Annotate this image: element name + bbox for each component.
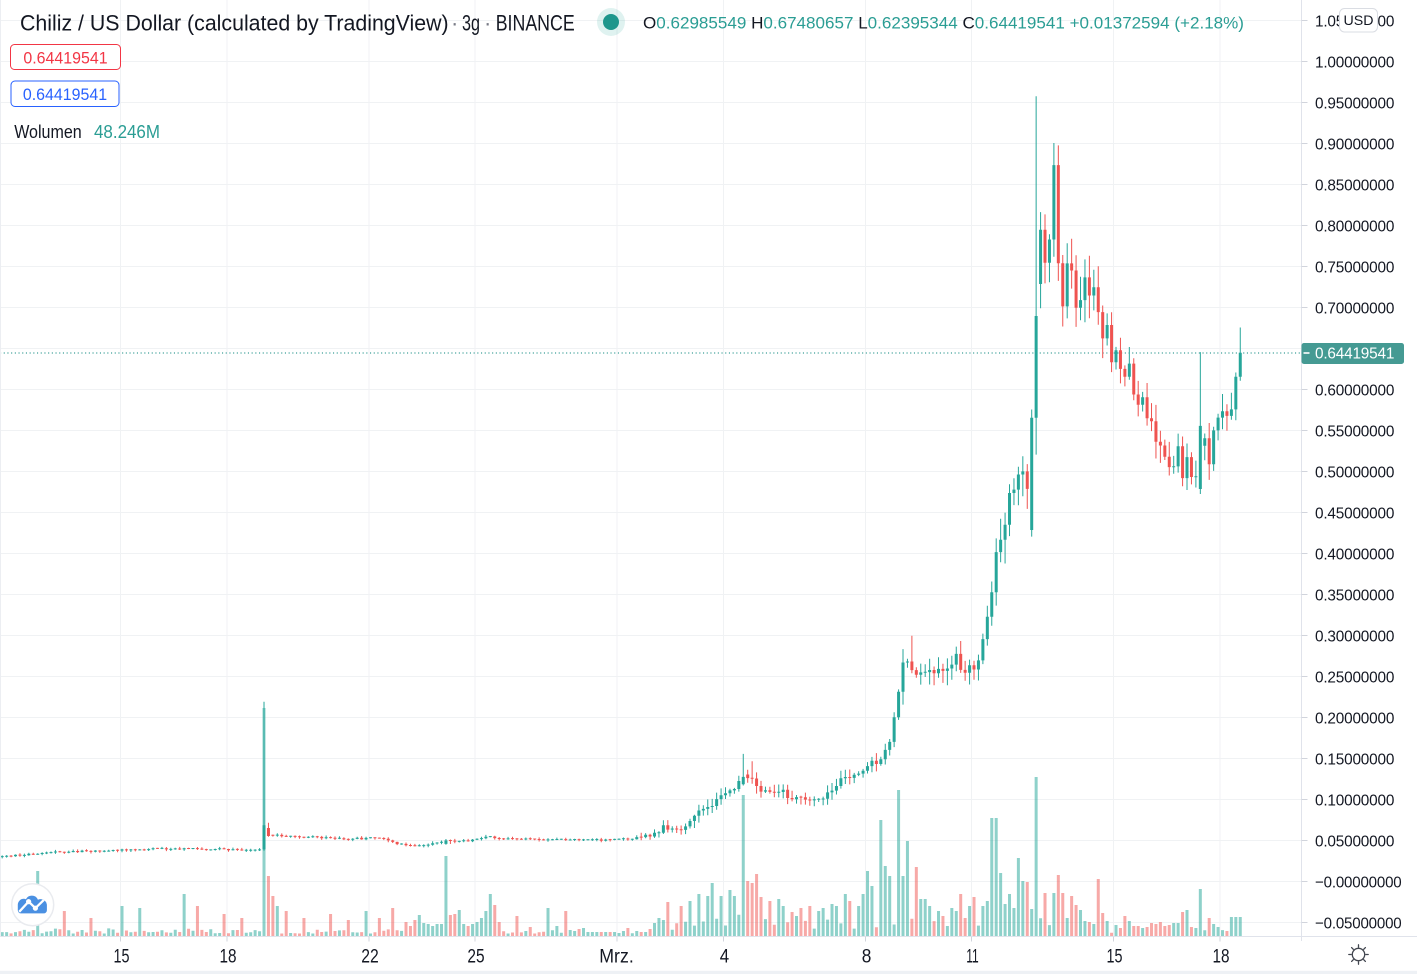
svg-text:·: · [451, 11, 458, 36]
svg-text:0.50000000: 0.50000000 [1315, 464, 1394, 481]
svg-text:48.246M: 48.246M [94, 122, 160, 142]
svg-text:Chiliz / US Dollar (calculated: Chiliz / US Dollar (calculated by Tradin… [20, 11, 449, 36]
svg-text:0.85000000: 0.85000000 [1315, 177, 1394, 194]
svg-text:22: 22 [361, 947, 379, 968]
svg-text:0.15000000: 0.15000000 [1315, 751, 1394, 768]
svg-text:BINANCE: BINANCE [496, 11, 575, 36]
svg-text:0.75000000: 0.75000000 [1315, 259, 1394, 276]
svg-text:3g: 3g [462, 11, 480, 36]
svg-text:0.10000000: 0.10000000 [1315, 792, 1394, 809]
svg-text:0.64419541: 0.64419541 [23, 48, 107, 67]
svg-text:0.90000000: 0.90000000 [1315, 136, 1394, 153]
svg-text:0.05000000: 0.05000000 [1315, 833, 1394, 850]
svg-text:15: 15 [1107, 947, 1123, 968]
svg-text:0.55000000: 0.55000000 [1315, 423, 1394, 440]
svg-text:0.35000000: 0.35000000 [1315, 587, 1394, 604]
svg-text:18: 18 [220, 947, 237, 968]
svg-text:15: 15 [114, 947, 130, 968]
svg-text:0.60000000: 0.60000000 [1315, 382, 1394, 399]
svg-text:0.25000000: 0.25000000 [1315, 669, 1394, 686]
svg-text:0.80000000: 0.80000000 [1315, 218, 1394, 235]
svg-text:−0.00000000: −0.00000000 [1315, 874, 1402, 891]
svg-text:25: 25 [467, 947, 484, 968]
svg-text:18: 18 [1213, 947, 1230, 968]
svg-text:1.00000000: 1.00000000 [1315, 54, 1394, 71]
svg-text:11: 11 [966, 947, 979, 968]
svg-text:0.95000000: 0.95000000 [1315, 95, 1394, 112]
svg-text:0.30000000: 0.30000000 [1315, 628, 1394, 645]
svg-text:0.45000000: 0.45000000 [1315, 505, 1394, 522]
svg-text:0.64419541: 0.64419541 [23, 85, 107, 104]
svg-text:0.70000000: 0.70000000 [1315, 300, 1394, 317]
svg-text:O0.62985549 H0.67480657 L0.623: O0.62985549 H0.67480657 L0.62395344 C0.6… [643, 14, 1244, 33]
svg-text:0.40000000: 0.40000000 [1315, 546, 1394, 563]
svg-text:Wolumen: Wolumen [14, 122, 82, 142]
svg-text:Mrz.: Mrz. [599, 947, 634, 968]
svg-text:4: 4 [720, 947, 730, 968]
svg-text:−0.05000000: −0.05000000 [1315, 915, 1402, 932]
svg-text:0.20000000: 0.20000000 [1315, 710, 1394, 727]
svg-text:·: · [484, 11, 491, 36]
svg-text:0.64419541: 0.64419541 [1315, 346, 1394, 363]
svg-text:USD: USD [1344, 12, 1374, 28]
svg-text:8: 8 [862, 947, 872, 968]
